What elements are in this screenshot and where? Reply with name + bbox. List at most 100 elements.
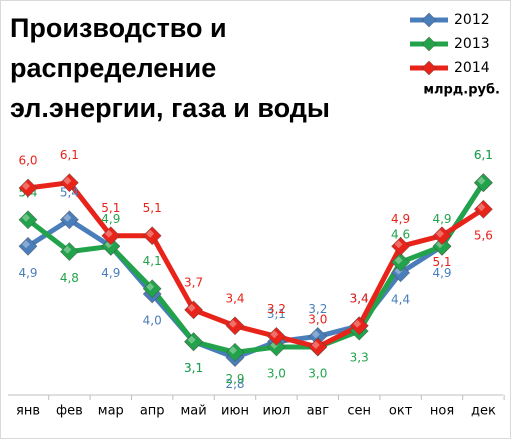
data-label: 5,1	[101, 201, 120, 215]
x-tick-label: июн	[221, 404, 249, 419]
data-label: 6,1	[60, 148, 79, 162]
data-label: 3,0	[308, 313, 327, 327]
legend-label: 2014	[454, 60, 490, 76]
data-label: 4,9	[101, 212, 120, 226]
marker-highlight	[229, 319, 237, 328]
marker-highlight	[477, 203, 486, 212]
marker	[266, 326, 286, 346]
marker	[59, 173, 79, 193]
x-tick-label: фев	[56, 404, 83, 419]
legend-marker	[421, 36, 437, 52]
x-tick-label: дек	[471, 404, 496, 419]
marker-highlight	[104, 229, 113, 238]
unit-label: млрд.руб.	[423, 83, 500, 98]
marker-highlight	[270, 330, 279, 339]
data-label: 3,3	[350, 351, 369, 365]
marker	[349, 316, 369, 336]
marker	[225, 316, 245, 336]
chart-title: Производство и	[10, 13, 227, 43]
marker	[308, 337, 328, 357]
marker	[142, 226, 162, 246]
marker	[59, 210, 79, 230]
x-tick-label: авг	[307, 404, 330, 419]
data-label: 6,1	[474, 148, 493, 162]
marker-highlight	[229, 346, 237, 355]
marker	[473, 173, 493, 193]
marker-highlight	[187, 303, 196, 312]
marker	[266, 337, 286, 357]
data-label: 3,2	[267, 302, 286, 316]
marker-highlight	[353, 319, 362, 328]
x-tick-label: ноя	[430, 404, 454, 419]
marker	[101, 226, 121, 246]
data-label: 6,0	[18, 154, 37, 168]
data-label: 4,8	[60, 271, 79, 285]
data-label: 3,7	[184, 275, 203, 289]
marker-highlight	[394, 256, 403, 265]
marker-highlight	[311, 341, 320, 349]
marker-highlight	[22, 240, 30, 249]
marker-highlight	[436, 229, 444, 238]
marker-highlight	[187, 335, 196, 344]
data-label: 5,4	[60, 185, 79, 199]
marker	[225, 342, 245, 362]
x-tick-label: июл	[263, 404, 291, 419]
data-label: 4,9	[432, 212, 451, 226]
data-label: 3,1	[184, 361, 203, 375]
data-label: 5,1	[143, 201, 162, 215]
marker-highlight	[63, 176, 72, 185]
data-label: 4,1	[143, 254, 162, 268]
marker	[142, 279, 162, 299]
data-label: 4,9	[18, 266, 37, 280]
marker	[391, 263, 411, 283]
marker	[18, 178, 38, 198]
x-tick-label: мар	[98, 404, 124, 419]
data-label: 3,1	[184, 361, 203, 375]
data-label: 3,4	[350, 291, 369, 305]
marker	[18, 236, 38, 256]
marker-highlight	[311, 330, 320, 339]
marker-highlight	[477, 176, 486, 185]
legend-marker	[421, 60, 437, 76]
legend-marker	[421, 12, 437, 28]
marker	[391, 252, 411, 272]
data-label: 5,1	[432, 255, 451, 269]
marker	[391, 236, 411, 256]
data-label: 3,0	[308, 367, 327, 381]
data-label: 4,9	[101, 266, 120, 280]
legend-label: 2013	[454, 36, 490, 52]
x-tick-label: янв	[16, 404, 40, 419]
data-label: 4,9	[391, 212, 410, 226]
marker	[432, 226, 452, 246]
data-label: 3,4	[225, 291, 244, 305]
marker	[18, 210, 38, 230]
marker-highlight	[63, 245, 72, 254]
data-label: 3,0	[267, 367, 286, 381]
marker	[59, 242, 79, 262]
marker	[101, 236, 121, 256]
marker-highlight	[22, 182, 30, 190]
marker-highlight	[22, 213, 30, 222]
chart-title: эл.энергии, газа и воды	[10, 93, 330, 123]
data-label: 3,1	[267, 307, 286, 321]
marker	[184, 300, 204, 320]
marker	[184, 332, 204, 352]
marker-highlight	[394, 240, 403, 249]
data-label: 4,0	[143, 314, 162, 328]
legend-label: 2012	[454, 12, 490, 28]
x-tick-label: сен	[347, 404, 371, 419]
data-label: 6,1	[474, 148, 493, 162]
marker	[432, 236, 452, 256]
chart-title: распределение	[10, 53, 216, 83]
data-label: 3,2	[308, 302, 327, 316]
x-tick-label: окт	[389, 404, 413, 419]
x-tick-label: май	[180, 404, 206, 419]
data-label: 2,8	[225, 377, 244, 391]
data-label: 4,9	[432, 266, 451, 280]
data-label: 5,6	[474, 229, 493, 243]
marker-highlight	[146, 229, 155, 238]
marker-highlight	[63, 213, 72, 222]
data-label: 4,6	[391, 228, 410, 242]
